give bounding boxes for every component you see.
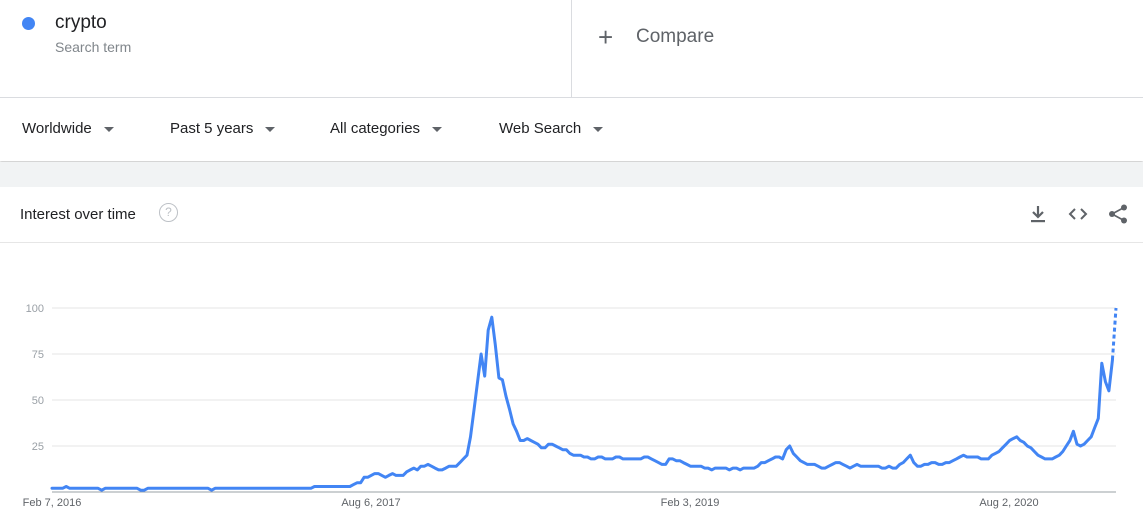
section-spacer: [0, 162, 1143, 187]
x-tick-label: Aug 6, 2017: [341, 497, 400, 509]
chevron-down-icon: [265, 126, 276, 132]
compare-button[interactable]: + Compare: [598, 22, 714, 52]
y-tick-label: 50: [32, 395, 44, 407]
partial-data-segment: [1110, 307, 1118, 360]
category-label: All categories: [330, 120, 421, 137]
search-term-subtitle: Search term: [55, 39, 132, 55]
plus-icon: +: [598, 22, 614, 52]
x-tick-label: Aug 2, 2020: [979, 497, 1038, 509]
filter-bar: Worldwide Past 5 years All categories We…: [0, 98, 1143, 161]
search-term-name[interactable]: crypto: [55, 12, 107, 33]
series-color-dot: [22, 17, 35, 30]
y-tick-label: 100: [26, 303, 44, 315]
y-tick-label: 75: [32, 349, 44, 361]
x-tick-label: Feb 7, 2016: [23, 497, 82, 509]
category-dropdown[interactable]: All categories: [330, 120, 443, 137]
search-term-card[interactable]: crypto Search term: [0, 0, 572, 97]
region-label: Worldwide: [22, 120, 92, 137]
y-tick-label: 25: [32, 441, 44, 453]
chevron-down-icon: [432, 126, 443, 132]
compare-label[interactable]: Compare: [636, 26, 715, 47]
property-label: Web Search: [499, 120, 582, 137]
embed-icon[interactable]: [1066, 202, 1090, 226]
card-header: Interest over time ?: [0, 187, 1143, 243]
chevron-down-icon: [103, 126, 114, 132]
card-title: Interest over time: [20, 206, 136, 223]
region-dropdown[interactable]: Worldwide: [22, 120, 114, 137]
interest-line-chart: 25 50 75 100 Feb 7, 2016 Aug 6, 2017 Feb 3, 20…: [23, 303, 1118, 509]
search-header: crypto Search term + Compare: [0, 0, 1143, 98]
share-icon[interactable]: [1106, 202, 1130, 226]
help-icon[interactable]: ?: [159, 203, 178, 222]
interest-series-line: [50, 315, 1114, 492]
property-dropdown[interactable]: Web Search: [499, 120, 604, 137]
chevron-down-icon: [593, 126, 604, 132]
download-icon[interactable]: [1026, 202, 1050, 226]
time-range-label: Past 5 years: [170, 120, 254, 137]
time-range-dropdown[interactable]: Past 5 years: [170, 120, 276, 137]
x-tick-label: Feb 3, 2019: [661, 497, 720, 509]
